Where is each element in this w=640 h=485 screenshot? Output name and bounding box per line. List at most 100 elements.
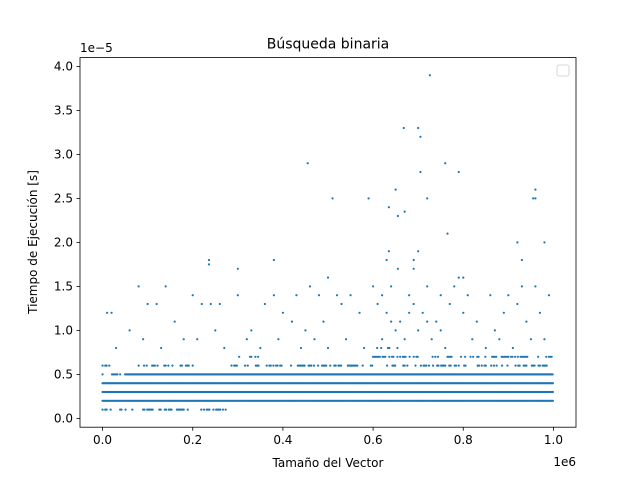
data-point <box>500 364 504 367</box>
data-point <box>143 408 146 411</box>
data-point <box>444 162 447 165</box>
y-axis-label: Tiempo de Ejecución [s] <box>26 170 40 315</box>
data-point <box>520 285 523 288</box>
data-point <box>390 320 393 323</box>
data-point <box>207 258 211 262</box>
data-point <box>208 408 211 411</box>
data-point <box>387 206 390 209</box>
data-point <box>551 390 555 394</box>
data-point <box>444 346 447 350</box>
data-point <box>108 364 111 367</box>
data-point <box>304 329 307 332</box>
data-point <box>403 210 406 213</box>
data-point <box>435 320 438 323</box>
data-point <box>514 364 517 367</box>
data-point <box>101 408 104 411</box>
data-point <box>137 285 140 288</box>
data-point <box>492 364 496 367</box>
data-point <box>378 355 381 358</box>
data-point <box>495 364 498 367</box>
data-point <box>303 364 306 367</box>
data-point <box>538 311 542 314</box>
y-tick-label: 0.0 <box>54 412 73 426</box>
data-point <box>151 408 154 411</box>
data-point <box>339 364 343 367</box>
data-point <box>349 294 352 297</box>
data-point <box>525 364 528 367</box>
data-point <box>394 364 397 367</box>
data-point <box>525 320 528 323</box>
y-tick-label: 2.5 <box>54 192 73 206</box>
data-point <box>142 338 145 341</box>
data-point <box>475 320 478 323</box>
points-layer <box>101 74 555 411</box>
data-point <box>160 346 163 350</box>
y-axis-offset-text: 1e−5 <box>80 41 113 55</box>
data-point <box>439 294 442 297</box>
data-point <box>272 258 275 262</box>
data-point <box>404 355 407 358</box>
data-point <box>361 364 364 367</box>
data-point <box>511 346 514 350</box>
data-point <box>427 364 431 367</box>
data-point <box>446 232 449 235</box>
data-point <box>507 355 510 358</box>
data-point <box>243 364 247 367</box>
data-point <box>502 311 505 314</box>
data-point <box>396 346 399 350</box>
data-point <box>516 241 519 244</box>
data-point <box>164 285 167 288</box>
data-point <box>426 285 429 288</box>
data-point <box>334 364 337 367</box>
data-point <box>218 302 221 306</box>
data-point <box>419 364 422 367</box>
data-point <box>224 408 227 411</box>
data-point <box>402 126 405 130</box>
data-point <box>520 258 523 262</box>
data-point <box>119 373 122 376</box>
data-point <box>394 329 397 332</box>
data-point <box>281 311 285 314</box>
data-point <box>462 311 465 314</box>
data-point <box>137 364 140 367</box>
data-point <box>396 214 399 218</box>
data-point <box>120 408 123 411</box>
data-point <box>131 408 134 411</box>
data-point <box>290 320 294 323</box>
data-point <box>128 329 131 332</box>
data-point <box>477 364 481 367</box>
data-point <box>534 197 537 200</box>
data-point <box>526 355 529 358</box>
data-point <box>489 294 492 297</box>
data-point <box>399 320 402 323</box>
x-tick-label: 0.2 <box>183 433 202 447</box>
data-point <box>257 355 260 358</box>
data-point <box>396 267 399 270</box>
data-point <box>381 338 384 341</box>
y-tick-label: 3.5 <box>54 104 73 118</box>
data-point <box>165 408 168 411</box>
data-point <box>159 408 162 411</box>
data-point <box>419 170 422 174</box>
data-point <box>335 294 339 297</box>
data-point <box>317 294 321 297</box>
x-tick-label: 0.0 <box>93 433 112 447</box>
data-point <box>507 294 510 297</box>
data-point <box>322 320 325 323</box>
data-point <box>245 338 248 341</box>
data-point <box>463 355 467 358</box>
data-point <box>417 250 420 253</box>
data-point <box>246 364 249 367</box>
data-point <box>466 294 469 297</box>
y-tick-label: 2.0 <box>54 236 73 250</box>
data-point <box>495 355 498 358</box>
data-point <box>146 302 149 306</box>
data-point <box>430 338 433 341</box>
data-point <box>543 338 546 341</box>
data-point <box>459 355 463 358</box>
data-point <box>269 364 272 367</box>
data-point <box>180 364 184 367</box>
data-point <box>547 294 551 297</box>
data-point <box>109 408 112 411</box>
